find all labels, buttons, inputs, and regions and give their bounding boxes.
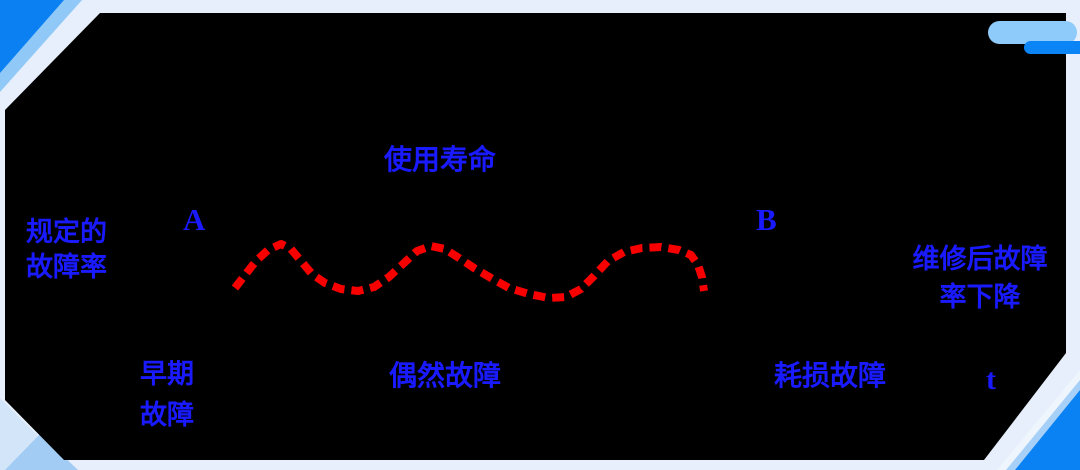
failure-rate-curve-path bbox=[231, 240, 708, 302]
label-early-failure-phase: 早期 故障 bbox=[140, 359, 194, 430]
label-point-a: A bbox=[183, 202, 206, 237]
pill-decoration-light bbox=[988, 21, 1077, 44]
label-repair-note: 维修后故障 率下降 bbox=[912, 244, 1048, 312]
label-service-life: 使用寿命 bbox=[384, 145, 497, 176]
label-specified-failure-rate: 规定的 故障率 bbox=[26, 217, 107, 282]
label-point-b: B bbox=[756, 202, 777, 237]
label-wearout-failure-phase: 耗损故障 bbox=[774, 361, 887, 392]
pill-decoration-bright bbox=[1024, 41, 1080, 54]
label-random-failure-phase: 偶然故障 bbox=[389, 361, 502, 392]
label-time-axis: t bbox=[986, 363, 996, 396]
